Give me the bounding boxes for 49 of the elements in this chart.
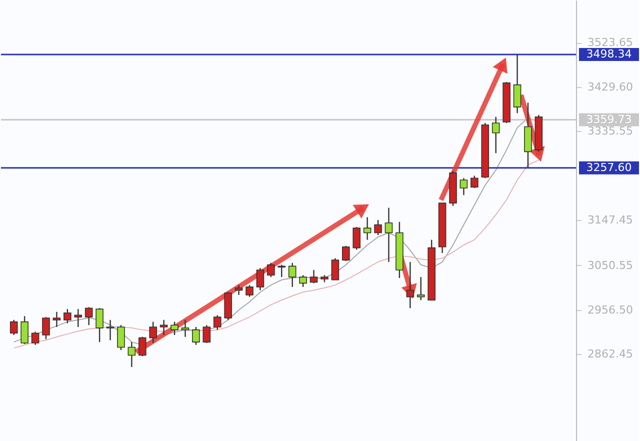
- candlestick: [31, 331, 40, 346]
- candlestick: [192, 326, 200, 346]
- candlestick: [406, 261, 414, 309]
- y-tick-label: 2956.50: [588, 303, 633, 316]
- candlestick: [74, 308, 82, 328]
- candlestick: [42, 316, 50, 340]
- candlestick: [149, 321, 158, 344]
- candlestick: [492, 116, 500, 154]
- candlestick: [374, 219, 382, 236]
- candlestick: [170, 321, 178, 336]
- candlestick: [267, 262, 275, 278]
- candlestick: [84, 306, 93, 326]
- candlestick: [160, 319, 168, 336]
- candlestick: [363, 216, 372, 240]
- candlestick: [460, 177, 468, 196]
- candlestick: [342, 245, 350, 262]
- candlestick: [331, 258, 340, 280]
- candlestick: [138, 336, 146, 357]
- candlestick: [384, 207, 393, 263]
- candlestick: [288, 262, 296, 288]
- candlestick: [52, 311, 61, 328]
- candlestick: [106, 319, 114, 341]
- candlestick: [416, 276, 425, 301]
- y-tick-label: 3523.65: [588, 36, 633, 50]
- candlestick: [299, 274, 307, 288]
- candlestick: [278, 264, 286, 278]
- candlestick: [246, 284, 254, 298]
- candlestick: [181, 319, 190, 338]
- y-tick-label: 3147.45: [588, 213, 633, 226]
- candlestick: [117, 324, 125, 351]
- candlestick: [213, 314, 222, 330]
- y-tick-label: 3050.55: [588, 258, 633, 272]
- ref-line-label: 3257.60: [586, 160, 632, 174]
- candlestick: [352, 226, 361, 250]
- candlestick: [96, 308, 104, 343]
- y-tick-label: 2862.45: [588, 348, 633, 361]
- candlestick: [64, 308, 72, 324]
- ref-line-label: 3498.34: [586, 47, 632, 60]
- candlestick: [513, 54, 522, 114]
- candlestick: [234, 284, 243, 296]
- candlestick: [10, 319, 18, 336]
- candlestick: [128, 341, 136, 368]
- candlestick: [202, 324, 211, 344]
- candlestick: [20, 316, 28, 345]
- candlestick: [256, 267, 264, 291]
- y-tick-label: 3429.60: [588, 80, 633, 94]
- candlestick: [310, 269, 318, 284]
- y-tick-label: 3335.55: [588, 124, 633, 138]
- candlestick: [470, 175, 478, 189]
